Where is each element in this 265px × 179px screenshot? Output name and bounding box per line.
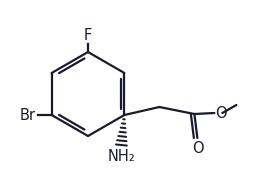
Text: Br: Br xyxy=(20,108,36,122)
Text: O: O xyxy=(215,105,227,120)
Text: F: F xyxy=(84,28,92,43)
Text: O: O xyxy=(193,141,204,156)
Text: NH₂: NH₂ xyxy=(108,149,135,164)
